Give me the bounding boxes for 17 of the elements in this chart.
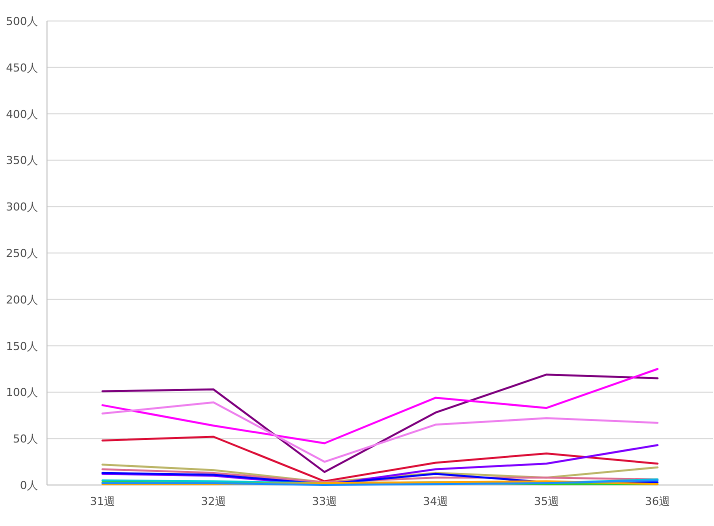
y-tick-label: 150人 [6, 340, 38, 353]
y-tick-label: 400人 [6, 108, 38, 121]
y-tick-label: 500人 [6, 15, 38, 28]
x-tick-label: 32週 [201, 495, 226, 508]
x-tick-label: 34週 [423, 495, 448, 508]
y-tick-label: 0人 [20, 479, 38, 492]
y-tick-label: 50人 [13, 432, 38, 446]
x-tick-label: 33週 [312, 495, 337, 508]
y-tick-label: 450人 [6, 61, 38, 74]
x-tick-label: 35週 [534, 495, 559, 508]
y-tick-label: 200人 [6, 293, 38, 306]
y-tick-label: 300人 [6, 200, 38, 214]
y-tick-label: 250人 [6, 247, 38, 260]
x-tick-label: 31週 [90, 495, 115, 508]
x-tick-label: 36週 [645, 495, 670, 508]
y-tick-label: 100人 [6, 386, 38, 400]
y-tick-label: 350人 [6, 154, 38, 168]
